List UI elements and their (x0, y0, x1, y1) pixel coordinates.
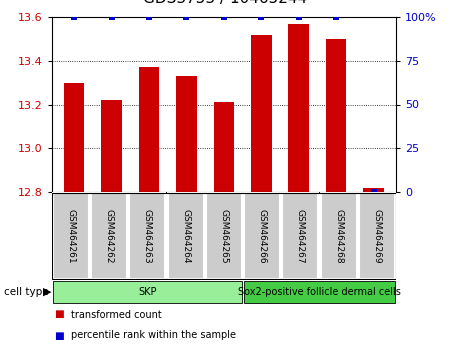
Text: GSM464266: GSM464266 (257, 209, 266, 263)
Text: GSM464269: GSM464269 (373, 209, 382, 263)
Point (108, 14, 115, 20)
Point (71, 14, 78, 20)
Bar (251, 34, 272, 192)
Bar (64, 82, 85, 192)
Text: GSM464267: GSM464267 (296, 209, 305, 263)
Point (183, 14, 190, 20)
Text: GSM464261: GSM464261 (67, 209, 76, 263)
Bar (168, 193, 203, 279)
Bar (244, 281, 395, 303)
Point (220, 14, 227, 20)
Point (258, 14, 265, 20)
Text: GSM464262: GSM464262 (104, 209, 113, 263)
Point (333, 14, 340, 20)
Text: percentile rank within the sample: percentile rank within the sample (71, 331, 236, 341)
Text: transformed count: transformed count (71, 309, 162, 320)
Text: GSM464265: GSM464265 (220, 209, 228, 263)
Bar (206, 193, 242, 279)
Text: SKP: SKP (138, 287, 157, 297)
Bar (91, 193, 127, 279)
Bar (53, 193, 89, 279)
Bar (53, 281, 242, 303)
Point (370, 189, 377, 195)
Bar (176, 76, 197, 192)
Point (145, 14, 153, 20)
Bar (288, 24, 309, 192)
Text: GSM464263: GSM464263 (143, 209, 152, 263)
Bar (363, 188, 384, 192)
Bar (359, 193, 395, 279)
Text: ▶: ▶ (43, 287, 51, 297)
Text: GSM464268: GSM464268 (334, 209, 343, 263)
Text: ■: ■ (54, 331, 64, 341)
Bar (283, 193, 318, 279)
Text: cell type: cell type (4, 287, 49, 297)
Bar (326, 39, 346, 192)
Bar (321, 193, 356, 279)
Bar (101, 100, 122, 192)
Text: GDS3753 / 10465244: GDS3753 / 10465244 (143, 0, 307, 6)
Text: GSM464264: GSM464264 (181, 209, 190, 263)
Bar (130, 193, 165, 279)
Text: ■: ■ (54, 309, 64, 320)
Bar (244, 193, 280, 279)
Bar (139, 67, 159, 192)
Point (295, 14, 302, 20)
Bar (214, 102, 234, 192)
Text: Sox2-positive follicle dermal cells: Sox2-positive follicle dermal cells (238, 287, 401, 297)
